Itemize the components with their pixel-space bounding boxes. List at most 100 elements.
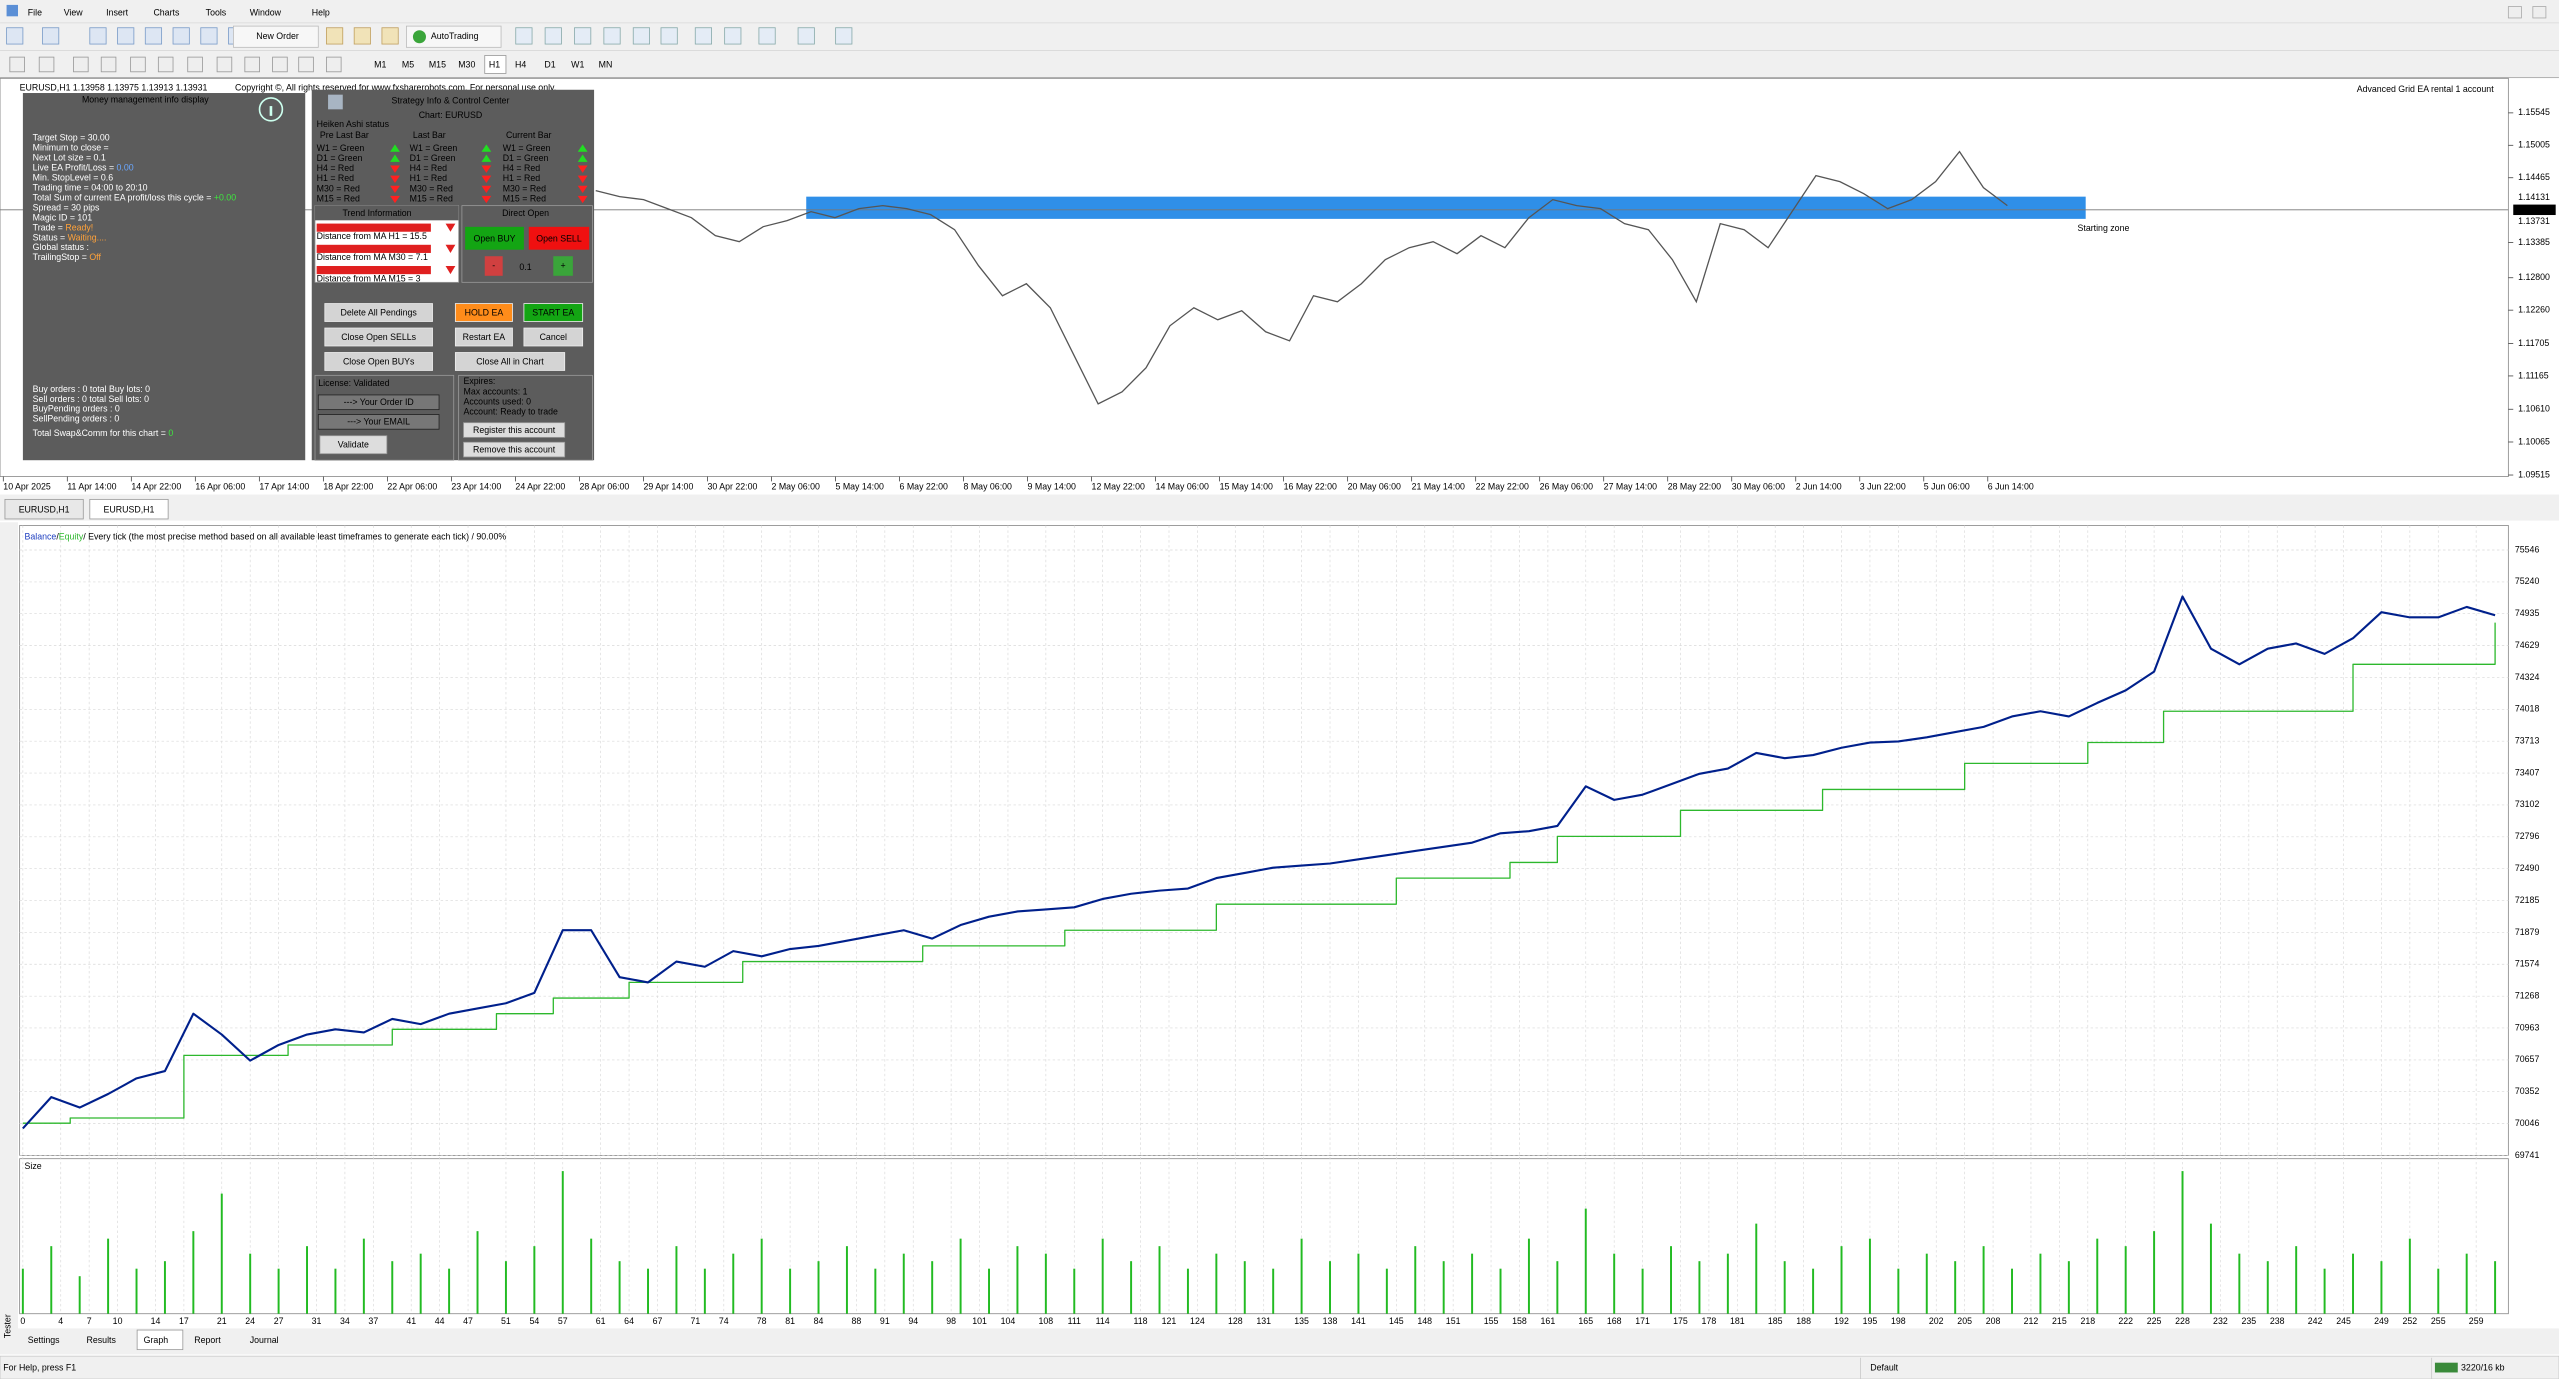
toolbar-icon[interactable]	[272, 56, 288, 73]
timeframe-button[interactable]: M15	[429, 60, 446, 70]
toolbar-icon[interactable]	[117, 27, 135, 45]
menu-item[interactable]: Charts	[153, 7, 180, 17]
open-buy-button[interactable]: Open BUY	[473, 233, 515, 243]
timeframe-button[interactable]: MN	[599, 60, 613, 70]
toolbar-icon[interactable]	[515, 27, 533, 45]
chart-tab[interactable]: EURUSD,H1	[19, 504, 70, 514]
control-button[interactable]: Delete All Pendings	[341, 307, 418, 317]
active-tab-bg[interactable]	[136, 1329, 184, 1351]
menu-item[interactable]: Tools	[206, 7, 227, 17]
toolbar-icon[interactable]	[200, 27, 218, 45]
control-button-bg[interactable]	[324, 352, 433, 371]
toolbar-icon[interactable]	[835, 27, 853, 45]
plus-button[interactable]: +	[561, 260, 566, 270]
input-bg[interactable]	[317, 414, 440, 430]
tester-tab[interactable]: Settings	[28, 1335, 60, 1345]
plus-button-bg[interactable]	[553, 256, 573, 276]
timeframe-button[interactable]: M30	[458, 60, 475, 70]
timeframe-button[interactable]: H4	[515, 60, 526, 70]
timeframe-button[interactable]: H1	[489, 60, 500, 70]
menu-item[interactable]: Window	[250, 7, 282, 17]
toolbar-icon[interactable]	[797, 27, 815, 45]
control-button[interactable]: START EA	[532, 307, 574, 317]
validate-bg[interactable]	[319, 435, 388, 455]
email-input[interactable]: ---> Your EMAIL	[347, 417, 410, 427]
control-button[interactable]: HOLD EA	[465, 307, 504, 317]
control-button-bg[interactable]	[324, 303, 433, 322]
toolbar-icon[interactable]	[42, 27, 60, 45]
toolbar-icon[interactable]	[544, 27, 562, 45]
timeframe-button[interactable]: D1	[544, 60, 555, 70]
buy-button-bg[interactable]	[465, 226, 524, 250]
toolbar-icon[interactable]	[660, 27, 678, 45]
minus-button-bg[interactable]	[484, 256, 503, 276]
toolbar-icon[interactable]	[130, 56, 146, 73]
chart-tab-bg[interactable]	[4, 498, 84, 520]
toolbar-icon[interactable]	[172, 27, 190, 45]
toolbar-icon[interactable]	[381, 27, 399, 45]
autotrading-button[interactable]: AutoTrading	[431, 31, 479, 41]
toolbar-icon[interactable]	[6, 27, 24, 45]
toolbar-icon[interactable]	[144, 27, 163, 45]
toolbar-icon[interactable]	[574, 27, 592, 45]
menu-item[interactable]: View	[64, 7, 84, 17]
toolbar-icon[interactable]	[216, 56, 233, 73]
toolbar-icon[interactable]	[326, 56, 342, 73]
toolbar-icon[interactable]	[632, 27, 650, 45]
toolbar-icon[interactable]	[187, 56, 203, 73]
toolbar-icon[interactable]	[89, 27, 107, 45]
control-button[interactable]: Cancel	[540, 332, 567, 342]
validate-button[interactable]: Validate	[338, 440, 369, 450]
toolbar-icon[interactable]	[157, 56, 174, 73]
control-button-bg[interactable]	[523, 327, 584, 347]
timeframe-button[interactable]: M1	[374, 60, 386, 70]
window-button[interactable]	[2532, 6, 2547, 19]
account-button-bg[interactable]	[463, 422, 566, 438]
control-button-bg[interactable]	[324, 327, 433, 347]
toolbar-button[interactable]	[405, 25, 502, 48]
tester-tab[interactable]: Report	[194, 1335, 221, 1345]
size-bar	[533, 1246, 536, 1314]
timeframe-button[interactable]: W1	[571, 60, 584, 70]
account-button[interactable]: Remove this account	[473, 444, 556, 454]
account-button-bg[interactable]	[463, 441, 566, 458]
control-button-bg[interactable]	[454, 303, 513, 322]
account-button[interactable]: Register this account	[473, 425, 556, 435]
toolbar-icon[interactable]	[9, 56, 25, 73]
toolbar-icon[interactable]	[73, 56, 89, 73]
menu-item[interactable]: Insert	[106, 7, 129, 17]
tester-tab[interactable]: Graph	[144, 1335, 169, 1345]
toolbar-icon[interactable]	[758, 27, 776, 45]
timeframe-button[interactable]: M5	[402, 60, 414, 70]
minus-button[interactable]: -	[492, 260, 495, 270]
control-button-bg[interactable]	[454, 327, 513, 347]
control-button-bg[interactable]	[454, 352, 566, 371]
sell-button-bg[interactable]	[528, 226, 590, 250]
control-button[interactable]: Close Open SELLs	[341, 332, 416, 342]
control-button[interactable]: Restart EA	[463, 332, 506, 342]
chart-tab[interactable]: EURUSD,H1	[104, 504, 155, 514]
menu-item[interactable]: Help	[312, 7, 330, 17]
tester-tab[interactable]: Results	[87, 1335, 117, 1345]
toolbar-icon[interactable]	[603, 27, 621, 45]
menu-item[interactable]: File	[28, 7, 42, 17]
new-order-button[interactable]: New Order	[256, 31, 299, 41]
input-bg[interactable]	[317, 394, 440, 411]
toolbar-icon[interactable]	[100, 56, 117, 73]
control-button-bg[interactable]	[523, 303, 584, 322]
control-button[interactable]: Close All in Chart	[476, 356, 544, 366]
toolbar-icon[interactable]	[38, 56, 55, 73]
tester-tab[interactable]: Journal	[250, 1335, 279, 1345]
toolbar-icon[interactable]	[298, 56, 314, 73]
control-button[interactable]: Close Open BUYs	[343, 356, 415, 366]
window-button[interactable]	[2507, 6, 2522, 19]
toolbar-icon[interactable]	[724, 27, 742, 45]
open-sell-button[interactable]: Open SELL	[536, 233, 582, 243]
order-id-input[interactable]: ---> Your Order ID	[344, 397, 414, 407]
toolbar-icon[interactable]	[244, 56, 260, 73]
chart-tab-bg[interactable]	[89, 498, 169, 520]
toolbar-icon[interactable]	[694, 27, 712, 45]
toolbar-icon[interactable]	[353, 27, 371, 45]
toolbar-button[interactable]	[233, 25, 319, 48]
toolbar-icon[interactable]	[326, 27, 344, 45]
